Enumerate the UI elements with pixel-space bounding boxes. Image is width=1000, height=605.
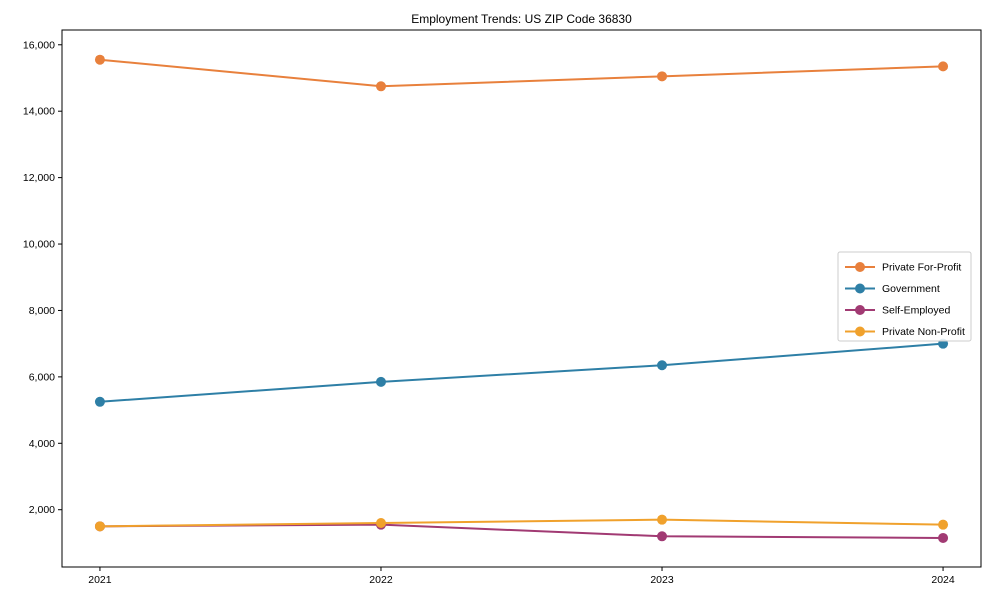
- data-point-government-2023: [657, 360, 668, 371]
- legend-label-private-for-profit: Private For-Profit: [882, 262, 961, 274]
- legend-marker-private-for-profit: [855, 262, 865, 272]
- legend-label-private-non-profit: Private Non-Profit: [882, 326, 965, 338]
- legend-marker-government: [855, 283, 865, 294]
- legend-label-self-employed: Self-Employed: [882, 305, 950, 317]
- legend: Private For-Profit Government Self-Employe…: [837, 251, 972, 342]
- y-tick-label: 6,000: [29, 371, 55, 383]
- data-point-self-employed-2024: [938, 532, 949, 543]
- y-tick-label: 2,000: [29, 504, 55, 516]
- data-point-private-for-profit-2022: [375, 81, 386, 92]
- data-point-private-non-profit-2024: [938, 519, 949, 530]
- x-tick-label: 2023: [650, 574, 674, 586]
- legend-label-government: Government: [882, 283, 940, 295]
- y-tick-label: 10,000: [23, 239, 55, 251]
- plot-area-border: [61, 29, 982, 568]
- data-point-government-2021: [94, 396, 105, 407]
- data-point-private-non-profit-2022: [375, 517, 386, 528]
- x-tick-label: 2021: [88, 574, 112, 586]
- series-line-private-for-profit: [98, 58, 945, 88]
- series-line-private-non-profit: [98, 518, 945, 528]
- y-tick-label: 4,000: [29, 438, 55, 450]
- series-line-government: [98, 342, 945, 403]
- data-point-private-non-profit-2021: [94, 521, 105, 532]
- y-tick-label: 14,000: [23, 106, 55, 118]
- y-tick-label: 16,000: [23, 39, 55, 51]
- y-tick-label: 12,000: [23, 172, 55, 184]
- data-point-private-for-profit-2024: [938, 61, 949, 72]
- data-point-private-non-profit-2023: [657, 514, 668, 525]
- chart-title: Employment Trends: US ZIP Code 36830: [411, 12, 632, 26]
- data-point-private-for-profit-2021: [94, 54, 105, 65]
- x-axis: 2021 2022 2023 2024: [88, 567, 955, 586]
- y-axis: 2,000 4,000 6,000 8,000 10,000 12,000 14,000 16…: [23, 39, 62, 516]
- data-point-private-for-profit-2023: [657, 71, 668, 82]
- x-tick-label: 2024: [931, 574, 955, 586]
- legend-marker-private-non-profit: [855, 326, 865, 337]
- y-tick-label: 8,000: [29, 305, 55, 317]
- series-lines: [94, 54, 949, 543]
- x-tick-label: 2022: [369, 574, 393, 586]
- data-point-self-employed-2023: [657, 531, 668, 542]
- series-line-self-employed: [98, 523, 945, 539]
- legend-marker-self-employed: [855, 305, 865, 315]
- data-point-government-2022: [375, 376, 386, 387]
- legend-box: [837, 251, 972, 342]
